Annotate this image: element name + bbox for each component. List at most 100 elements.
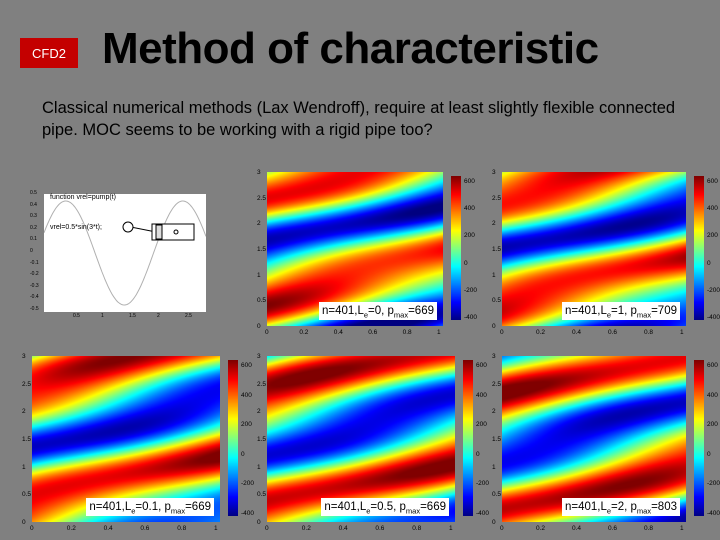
pump-inset-axes <box>43 194 207 312</box>
y-axis-tick: 2.5 <box>257 194 267 202</box>
x-axis-tick: 0.2 <box>299 329 309 336</box>
y-axis-tick: 3 <box>492 353 496 360</box>
x-axis-tick: 0.2 <box>536 329 546 336</box>
x-axis-tick: 0.2 <box>301 525 311 532</box>
x-axis-tick: 0 <box>265 525 269 532</box>
y-axis-tick: 0 <box>257 519 261 526</box>
y-axis-tick: 0 <box>257 323 261 330</box>
heatmap-panel-5: 600 400 200 0 -200 -400 3 2.5 2 1.5 1 0.5 0 0 0.2 0.4 0.… <box>490 352 720 540</box>
run-parameters-label: n=401,Le=1, pmax=709 <box>561 302 680 320</box>
colorbar-tick: 0 <box>241 450 245 458</box>
x-axis-tick: 1 <box>437 329 441 336</box>
inset-y-tick: 0.3 <box>30 213 37 220</box>
heatmap-panel-2: 600 400 200 0 -200 -400 3 2.5 2 1.5 1 0.5 0 0 0.2 0.4 0.… <box>490 168 720 344</box>
inset-y-tick: 0.5 <box>30 190 37 196</box>
y-axis-tick: 2.5 <box>257 380 267 388</box>
y-axis-tick: 1 <box>257 271 261 279</box>
heatmap-panel-1: 600 400 200 0 -200 -400 3 2.5 2 1.5 1 0.5 0 0 0.2 0.4 0.… <box>255 168 478 344</box>
y-axis-tick: 0.5 <box>492 297 502 305</box>
inset-y-tick: -0.2 <box>30 271 39 278</box>
inset-y-tick: 0 <box>30 248 33 254</box>
y-axis-tick: 2 <box>22 408 26 416</box>
colorbar-tick: -200 <box>241 480 255 488</box>
inset-x-tick: 2.5 <box>185 313 192 319</box>
x-axis-tick: 1 <box>680 525 684 532</box>
run-parameters-label: n=401,Le=0.5, pmax=669 <box>321 498 449 516</box>
colorbar-tick: -400 <box>464 314 478 321</box>
inset-x-tick: 1.5 <box>129 313 136 319</box>
colorbar-tick: 0 <box>476 450 480 458</box>
colorbar-tick: -200 <box>707 480 720 488</box>
x-axis-tick: 0.4 <box>338 525 348 532</box>
x-axis-tick: 0.2 <box>66 525 76 532</box>
pressure-heatmap <box>32 356 220 522</box>
x-axis-tick: 0 <box>500 525 504 532</box>
inset-y-tick: 0.1 <box>30 236 37 243</box>
colorbar-tick: 0 <box>707 450 711 458</box>
colorbar-tick: -400 <box>707 510 720 517</box>
colorbar-tick: -400 <box>707 314 720 321</box>
y-axis-tick: 3 <box>22 353 26 360</box>
heatmap-panel-3: 600 400 200 0 -200 -400 3 2.5 2 1.5 1 0.5 0 0 0.2 0.4 0.… <box>20 352 255 540</box>
colorbar-tick: 0 <box>707 259 711 267</box>
inset-y-tick: 0.4 <box>30 201 37 208</box>
y-axis-tick: 2 <box>492 220 496 228</box>
y-axis-tick: 1 <box>257 463 261 471</box>
x-axis-tick: 0.6 <box>608 329 618 336</box>
x-axis-tick: 0.2 <box>536 525 546 532</box>
x-axis-tick: 0.4 <box>333 329 343 336</box>
inset-y-tick: -0.3 <box>30 282 39 289</box>
y-axis-tick: 0.5 <box>22 491 32 499</box>
x-axis-tick: 0.6 <box>608 525 618 532</box>
colorbar <box>451 176 461 320</box>
colorbar <box>694 176 704 320</box>
colorbar-tick: 400 <box>707 205 718 213</box>
x-axis-tick: 0.6 <box>368 329 378 336</box>
x-axis-tick: 1 <box>680 329 684 336</box>
colorbar <box>694 360 704 516</box>
colorbar-tick: 600 <box>707 362 718 369</box>
colorbar-tick: 200 <box>707 421 718 429</box>
colorbar-tick: 400 <box>707 391 718 399</box>
colorbar-tick: 200 <box>476 421 487 429</box>
y-axis-tick: 3 <box>257 353 261 360</box>
x-axis-tick: 0.8 <box>644 525 654 532</box>
x-axis-tick: 1 <box>449 525 453 532</box>
inset-x-tick: 2 <box>157 313 160 319</box>
y-axis-tick: 2 <box>257 220 261 228</box>
colorbar-tick: -400 <box>476 510 490 517</box>
colorbar-tick: 400 <box>464 205 475 213</box>
colorbar-tick: 0 <box>464 259 468 267</box>
x-axis-tick: 0.8 <box>644 329 654 336</box>
colorbar-tick: 200 <box>464 232 475 240</box>
x-axis-tick: 0.6 <box>375 525 385 532</box>
y-axis-tick: 1.5 <box>492 436 502 443</box>
inset-x-tick: 0.5 <box>73 313 80 319</box>
colorbar-tick: -200 <box>707 286 720 294</box>
run-parameters-label: n=401,Le=2, pmax=803 <box>561 498 680 516</box>
x-axis-tick: 0 <box>265 329 269 336</box>
x-axis-tick: 0.4 <box>103 525 113 532</box>
y-axis-tick: 3 <box>257 169 261 176</box>
y-axis-tick: 0.5 <box>257 297 267 305</box>
pump-diagram-icon <box>122 221 195 241</box>
colorbar-tick: -200 <box>476 480 490 488</box>
pressure-heatmap <box>502 356 686 522</box>
y-axis-tick: 3 <box>492 169 496 176</box>
y-axis-tick: 0 <box>492 323 496 330</box>
y-axis-tick: 1.5 <box>492 246 502 253</box>
colorbar-tick: 600 <box>464 178 475 185</box>
inset-y-tick: -0.5 <box>30 306 39 312</box>
y-axis-tick: 0.5 <box>257 491 267 499</box>
y-axis-tick: 1 <box>492 271 496 279</box>
pressure-heatmap <box>502 172 686 326</box>
inset-y-tick: 0.2 <box>30 224 37 231</box>
y-axis-tick: 2.5 <box>22 380 32 388</box>
colorbar-tick: -400 <box>241 510 255 517</box>
x-axis-tick: 0.8 <box>177 525 187 532</box>
y-axis-tick: 2.5 <box>492 380 502 388</box>
pressure-heatmap <box>267 356 455 522</box>
y-axis-tick: 1 <box>22 463 26 471</box>
colorbar-tick: 600 <box>241 362 252 369</box>
colorbar-tick: 600 <box>476 362 487 369</box>
